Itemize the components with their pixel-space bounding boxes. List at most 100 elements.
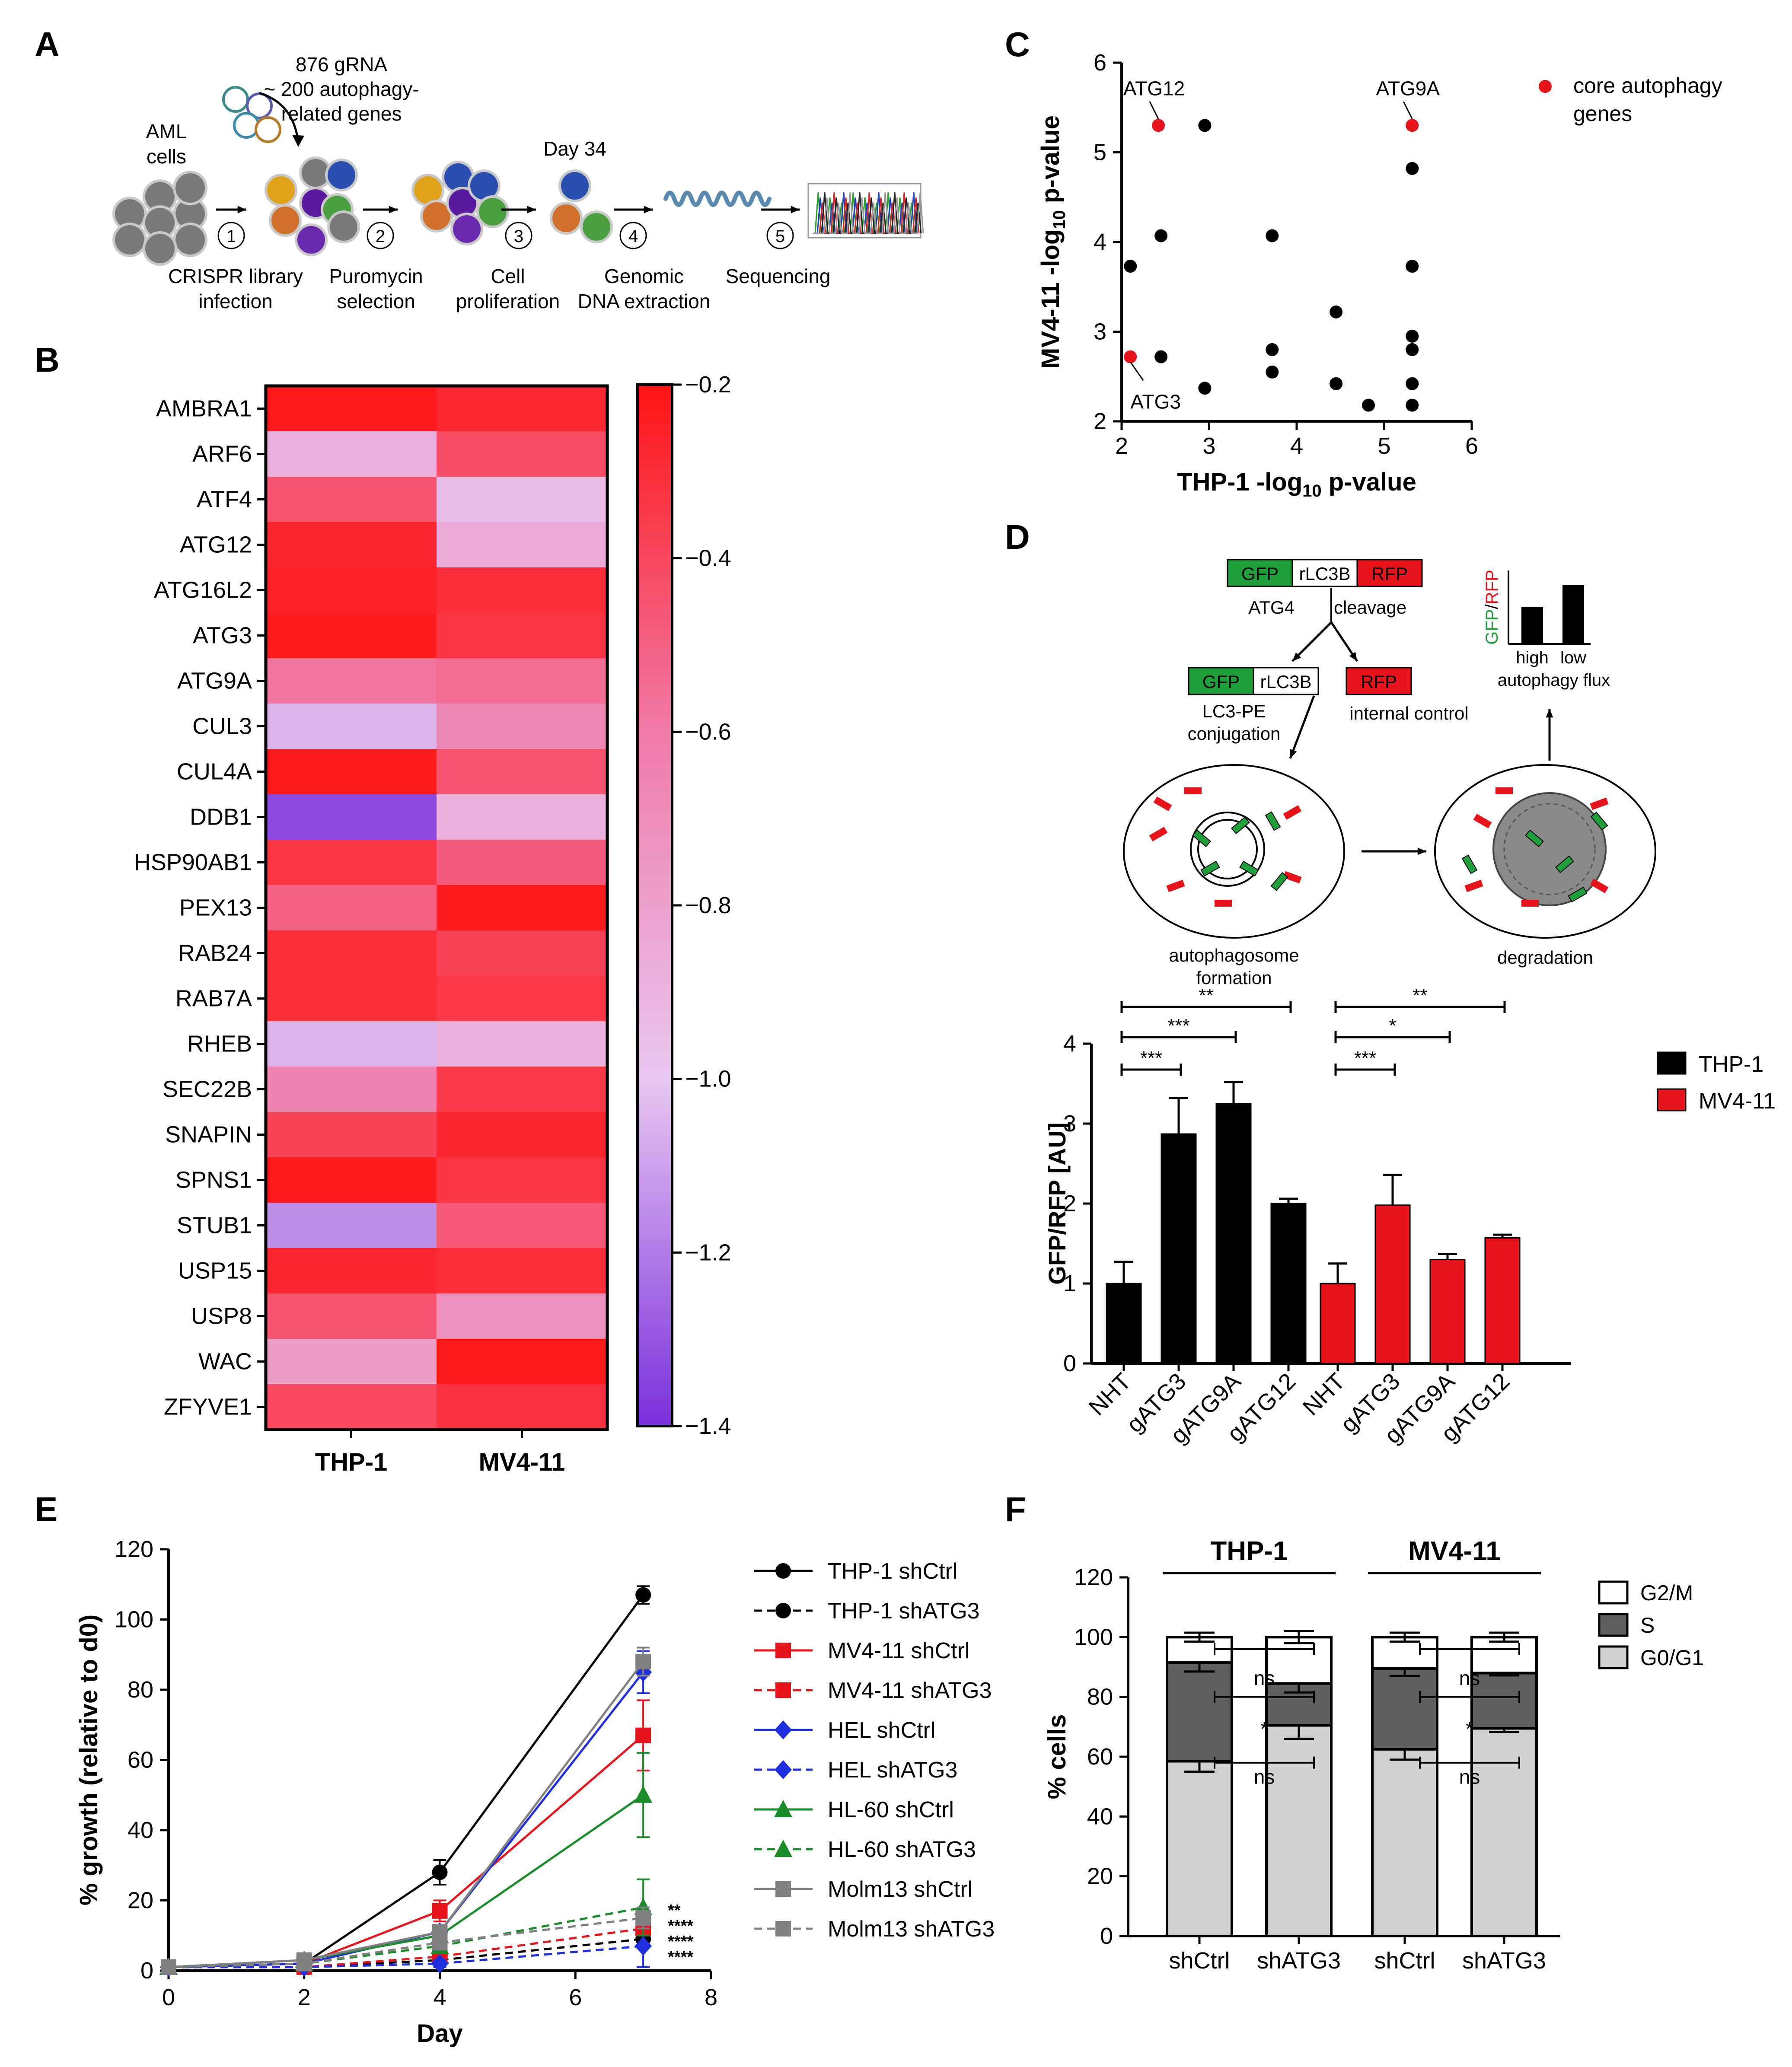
step-arrow-head (527, 206, 536, 213)
cleavage-label: ATG4 (1248, 597, 1295, 618)
y-tick-label: 120 (115, 1536, 153, 1562)
y-tick-label: 60 (128, 1747, 153, 1773)
heatmap-cell (437, 567, 608, 613)
heatmap-row-label: ZFYVE1 (164, 1394, 252, 1420)
scatter-point (1406, 162, 1419, 175)
gfp-fragment (1590, 812, 1608, 831)
heatmap-cell (266, 1157, 437, 1203)
rfp-label: RFP (1371, 564, 1408, 584)
legend-label: genes (1573, 102, 1632, 126)
step-arrow-head (644, 206, 653, 213)
mini-y-label-sep: / (1483, 604, 1502, 609)
dna-strand (663, 191, 772, 207)
step-number: 3 (514, 227, 523, 246)
stack-segment-s (1470, 1672, 1538, 1730)
infected-cell (297, 226, 325, 254)
bar (1374, 1204, 1411, 1364)
aml-cell (145, 208, 175, 237)
colorbar-tick-label: −0.4 (685, 545, 731, 571)
comparison-label: ns (1254, 1765, 1275, 1788)
colorbar-tick-label: −0.8 (685, 892, 731, 918)
heatmap-col-label: THP-1 (315, 1448, 388, 1476)
panel-d: GFP rLC3B RFP ATG4 cleavage GFP rLC3B RFP intern… (1043, 559, 1776, 1449)
mini-bar-label: high (1516, 648, 1549, 667)
heatmap-row-label: SPNS1 (175, 1167, 252, 1193)
heatmap-cell (266, 976, 437, 1022)
heatmap-cell (437, 1248, 608, 1294)
stack-segment-g0g1 (1470, 1727, 1538, 1938)
infection-arrow (259, 92, 300, 143)
rfp-fragment (1464, 879, 1483, 892)
heatmap-cell (266, 477, 437, 522)
heatmap-cell (266, 658, 437, 704)
bar (1215, 1103, 1252, 1364)
bar (1161, 1133, 1197, 1364)
gfp-label: GFP (1241, 564, 1279, 584)
heatmap-row-label: ARF6 (192, 441, 252, 467)
legend-marker (775, 1603, 791, 1618)
scatter-point (1330, 377, 1343, 390)
step-number-circle (217, 222, 245, 249)
gfp-fragment (1270, 872, 1288, 891)
series-line (168, 1671, 644, 1968)
aml-cell (175, 199, 205, 229)
stack-segment-g2m (1265, 1636, 1333, 1685)
legend-swatch (1598, 1580, 1629, 1605)
heatmap-cell (437, 1293, 608, 1339)
legend-marker (775, 1563, 791, 1579)
selected-cell (479, 198, 507, 226)
cell-2-label: degradation (1497, 947, 1593, 968)
colorbar-tick-label: −1.0 (685, 1066, 731, 1092)
step-label: DNA extraction (578, 290, 711, 312)
rfp-fragment (1590, 797, 1609, 810)
legend-label: HL-60 shATG3 (828, 1837, 976, 1862)
legend-swatch (1598, 1613, 1629, 1637)
heatmap-cell (437, 885, 608, 931)
x-axis-label-tail: p-value (1322, 468, 1416, 496)
comparison-label: ns (1459, 1765, 1480, 1788)
heatmap-cell (437, 522, 608, 568)
heatmap-col-label: MV4-11 (479, 1448, 565, 1476)
series-marker (635, 1910, 651, 1926)
selected-cell (470, 172, 498, 200)
step-number-circle (766, 222, 794, 249)
legend-label: S (1640, 1613, 1655, 1637)
rfp-fragment (1153, 796, 1172, 811)
heatmap-cell (266, 613, 437, 659)
mini-caption: autophagy flux (1498, 671, 1610, 690)
x-tick-label: shCtrl (1374, 1948, 1435, 1974)
heatmap-cell (266, 930, 437, 976)
y-tick-label: 0 (140, 1958, 153, 1984)
heatmap-cell (437, 749, 608, 795)
mini-y-label-gfp: GFP (1483, 609, 1502, 644)
step-number-circle (505, 222, 532, 249)
heatmap-row-label: AMBRA1 (156, 396, 252, 422)
x-tick-label: 5 (1377, 433, 1390, 459)
panel-letter-a: A (35, 25, 60, 64)
series-marker (432, 1935, 448, 1950)
gene-label: ATG3 (1130, 391, 1181, 413)
colorbar-tick-label: −0.2 (685, 372, 731, 398)
proliferated-cell (561, 172, 589, 200)
y-axis-label-tail: p-value (1036, 115, 1065, 210)
significance-label: ** (668, 1901, 681, 1920)
scatter-point (1362, 398, 1375, 412)
gene-label: ATG9A (1376, 77, 1440, 99)
series-line (168, 1661, 644, 1968)
comparison-label: * (1466, 1718, 1473, 1740)
significance-label: **** (668, 1917, 693, 1935)
rfp-fragment (1149, 827, 1168, 841)
heatmap-cell (266, 1248, 437, 1294)
bar (1270, 1203, 1307, 1364)
heatmap-row-label: USP15 (178, 1258, 252, 1284)
scatter-point (1406, 329, 1419, 343)
rfp-product-box (1346, 667, 1412, 695)
chromatogram-trace (813, 192, 918, 234)
y-tick-label: 1 (1063, 1271, 1076, 1296)
step-label: infection (198, 290, 272, 312)
heatmap-row-label: RAB24 (178, 940, 252, 966)
infected-cell (330, 213, 357, 241)
heatmap-cell (437, 976, 608, 1022)
